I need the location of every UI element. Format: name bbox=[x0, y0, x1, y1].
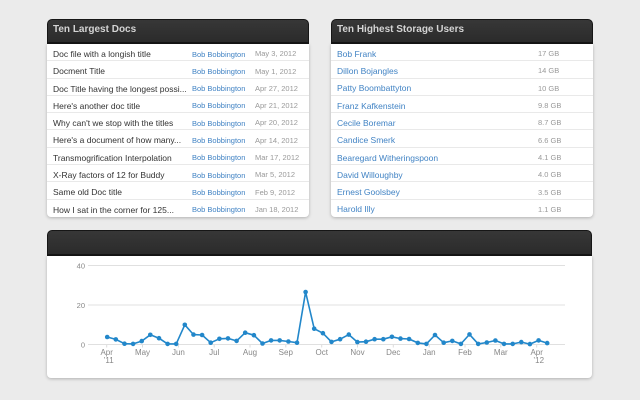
svg-text:Jun: Jun bbox=[172, 348, 185, 357]
svg-text:’11: ’11 bbox=[104, 356, 115, 365]
svg-text:Nov: Nov bbox=[350, 348, 364, 357]
svg-text:’12: ’12 bbox=[533, 356, 544, 365]
svg-text:40: 40 bbox=[77, 261, 85, 270]
svg-text:May: May bbox=[135, 348, 150, 357]
svg-text:Apr: Apr bbox=[100, 348, 113, 357]
svg-text:0: 0 bbox=[81, 340, 85, 349]
svg-text:Sep: Sep bbox=[279, 348, 294, 357]
svg-text:Dec: Dec bbox=[386, 348, 400, 357]
svg-text:Jan: Jan bbox=[423, 348, 436, 357]
svg-text:Feb: Feb bbox=[458, 348, 472, 357]
svg-text:Aug: Aug bbox=[243, 348, 257, 357]
svg-text:Apr: Apr bbox=[530, 348, 543, 357]
svg-text:Mar: Mar bbox=[494, 348, 508, 357]
svg-text:Oct: Oct bbox=[315, 348, 328, 357]
svg-text:Jul: Jul bbox=[209, 348, 219, 357]
svg-text:20: 20 bbox=[77, 301, 85, 310]
